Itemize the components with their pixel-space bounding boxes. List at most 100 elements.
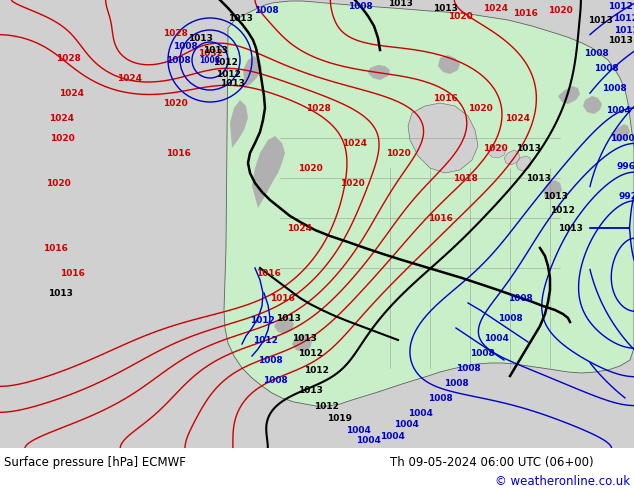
Text: 992: 992 xyxy=(619,192,634,200)
Text: Th 09-05-2024 06:00 UTC (06+00): Th 09-05-2024 06:00 UTC (06+00) xyxy=(390,456,593,469)
Text: 1013: 1013 xyxy=(387,0,413,7)
Text: 996: 996 xyxy=(616,162,634,171)
Text: 1024: 1024 xyxy=(505,114,531,122)
Text: 1008: 1008 xyxy=(165,55,190,65)
Polygon shape xyxy=(583,96,602,114)
Text: 1008: 1008 xyxy=(508,294,533,302)
Text: 1012: 1012 xyxy=(614,25,634,34)
Text: 1008: 1008 xyxy=(254,5,278,15)
Text: 1032: 1032 xyxy=(198,49,223,57)
Text: 1013: 1013 xyxy=(607,35,633,45)
Text: 1013: 1013 xyxy=(543,192,567,200)
Text: 1020: 1020 xyxy=(548,5,573,15)
Text: 1024: 1024 xyxy=(60,89,84,98)
Text: 1008: 1008 xyxy=(172,42,197,50)
Text: 1013: 1013 xyxy=(432,3,458,13)
Polygon shape xyxy=(252,136,285,208)
Text: 1024: 1024 xyxy=(342,139,368,147)
Text: 1012: 1012 xyxy=(212,57,238,67)
Text: 1008: 1008 xyxy=(200,55,221,65)
Polygon shape xyxy=(488,145,506,158)
Text: 1008: 1008 xyxy=(444,378,469,388)
Text: 1020: 1020 xyxy=(385,148,410,157)
Text: 1016: 1016 xyxy=(42,244,67,252)
Polygon shape xyxy=(230,100,248,148)
Polygon shape xyxy=(558,86,580,104)
Polygon shape xyxy=(368,65,390,80)
Text: 1020: 1020 xyxy=(297,164,322,172)
Text: 1004: 1004 xyxy=(380,432,404,441)
Polygon shape xyxy=(408,103,478,173)
Text: 1012: 1012 xyxy=(607,1,633,10)
Text: 1004: 1004 xyxy=(484,334,508,343)
Text: 1020: 1020 xyxy=(46,178,70,188)
Text: 1004: 1004 xyxy=(408,409,432,417)
Text: 1024: 1024 xyxy=(484,3,508,13)
Text: 1008: 1008 xyxy=(262,375,287,385)
Text: 1013: 1013 xyxy=(297,386,323,394)
Text: 1020: 1020 xyxy=(163,98,188,107)
Polygon shape xyxy=(504,150,520,165)
Text: 1004: 1004 xyxy=(605,105,630,115)
Polygon shape xyxy=(543,180,562,200)
Text: 1012: 1012 xyxy=(216,70,240,78)
Polygon shape xyxy=(438,55,460,74)
Text: 1008: 1008 xyxy=(498,314,522,322)
Text: 1013: 1013 xyxy=(202,46,228,54)
Text: 1012: 1012 xyxy=(304,366,328,374)
Text: 1012: 1012 xyxy=(250,316,275,324)
Text: 1020: 1020 xyxy=(482,144,507,152)
Text: 1016: 1016 xyxy=(165,148,190,157)
Text: 1004: 1004 xyxy=(394,419,418,428)
Text: 1020: 1020 xyxy=(448,11,472,21)
Polygon shape xyxy=(224,1,634,406)
Text: © weatheronline.co.uk: © weatheronline.co.uk xyxy=(495,475,630,488)
Text: 1028: 1028 xyxy=(306,103,330,113)
Text: 1013: 1013 xyxy=(219,78,245,88)
Text: 1008: 1008 xyxy=(602,83,626,93)
Text: 1024: 1024 xyxy=(287,223,313,232)
Text: 1020: 1020 xyxy=(340,178,365,188)
Text: 1013: 1013 xyxy=(276,314,301,322)
Text: 1016: 1016 xyxy=(256,269,280,277)
Text: 1020: 1020 xyxy=(49,133,74,143)
Text: 1016: 1016 xyxy=(512,8,538,18)
Text: 1012: 1012 xyxy=(612,14,634,23)
Text: 1013: 1013 xyxy=(515,144,540,152)
Text: 1019: 1019 xyxy=(328,414,353,422)
Text: 1016: 1016 xyxy=(432,94,458,102)
Text: 1000: 1000 xyxy=(610,133,634,143)
Text: 1024: 1024 xyxy=(49,114,75,122)
Text: 1012: 1012 xyxy=(252,336,278,344)
Text: 1013: 1013 xyxy=(557,223,583,232)
Text: 1008: 1008 xyxy=(257,356,282,365)
Text: 1012: 1012 xyxy=(550,205,574,215)
Polygon shape xyxy=(516,156,532,171)
Polygon shape xyxy=(292,334,312,352)
Polygon shape xyxy=(243,56,262,88)
Text: 1004: 1004 xyxy=(356,436,380,444)
Text: 1016: 1016 xyxy=(269,294,294,302)
Text: 1018: 1018 xyxy=(453,173,477,182)
Text: 1028: 1028 xyxy=(56,53,81,63)
Text: Surface pressure [hPa] ECMWF: Surface pressure [hPa] ECMWF xyxy=(4,456,186,469)
Polygon shape xyxy=(611,124,630,142)
Text: 1004: 1004 xyxy=(346,425,370,435)
Text: 1008: 1008 xyxy=(593,64,618,73)
Text: 1013: 1013 xyxy=(188,33,212,43)
Text: 1013: 1013 xyxy=(526,173,550,182)
Text: 1020: 1020 xyxy=(468,103,493,113)
Text: 1008: 1008 xyxy=(584,49,609,57)
Text: 1013: 1013 xyxy=(48,289,72,297)
Text: 1028: 1028 xyxy=(162,28,188,38)
Text: 1008: 1008 xyxy=(347,1,372,10)
Polygon shape xyxy=(410,106,468,158)
Text: 1024: 1024 xyxy=(117,74,143,82)
Text: 1012: 1012 xyxy=(297,348,323,358)
Text: 1008: 1008 xyxy=(470,348,495,358)
Text: 1008: 1008 xyxy=(456,364,481,372)
Text: 1012: 1012 xyxy=(314,401,339,411)
Text: 1008: 1008 xyxy=(427,393,453,402)
Text: 1016: 1016 xyxy=(60,269,84,277)
Text: 1016: 1016 xyxy=(427,214,453,222)
